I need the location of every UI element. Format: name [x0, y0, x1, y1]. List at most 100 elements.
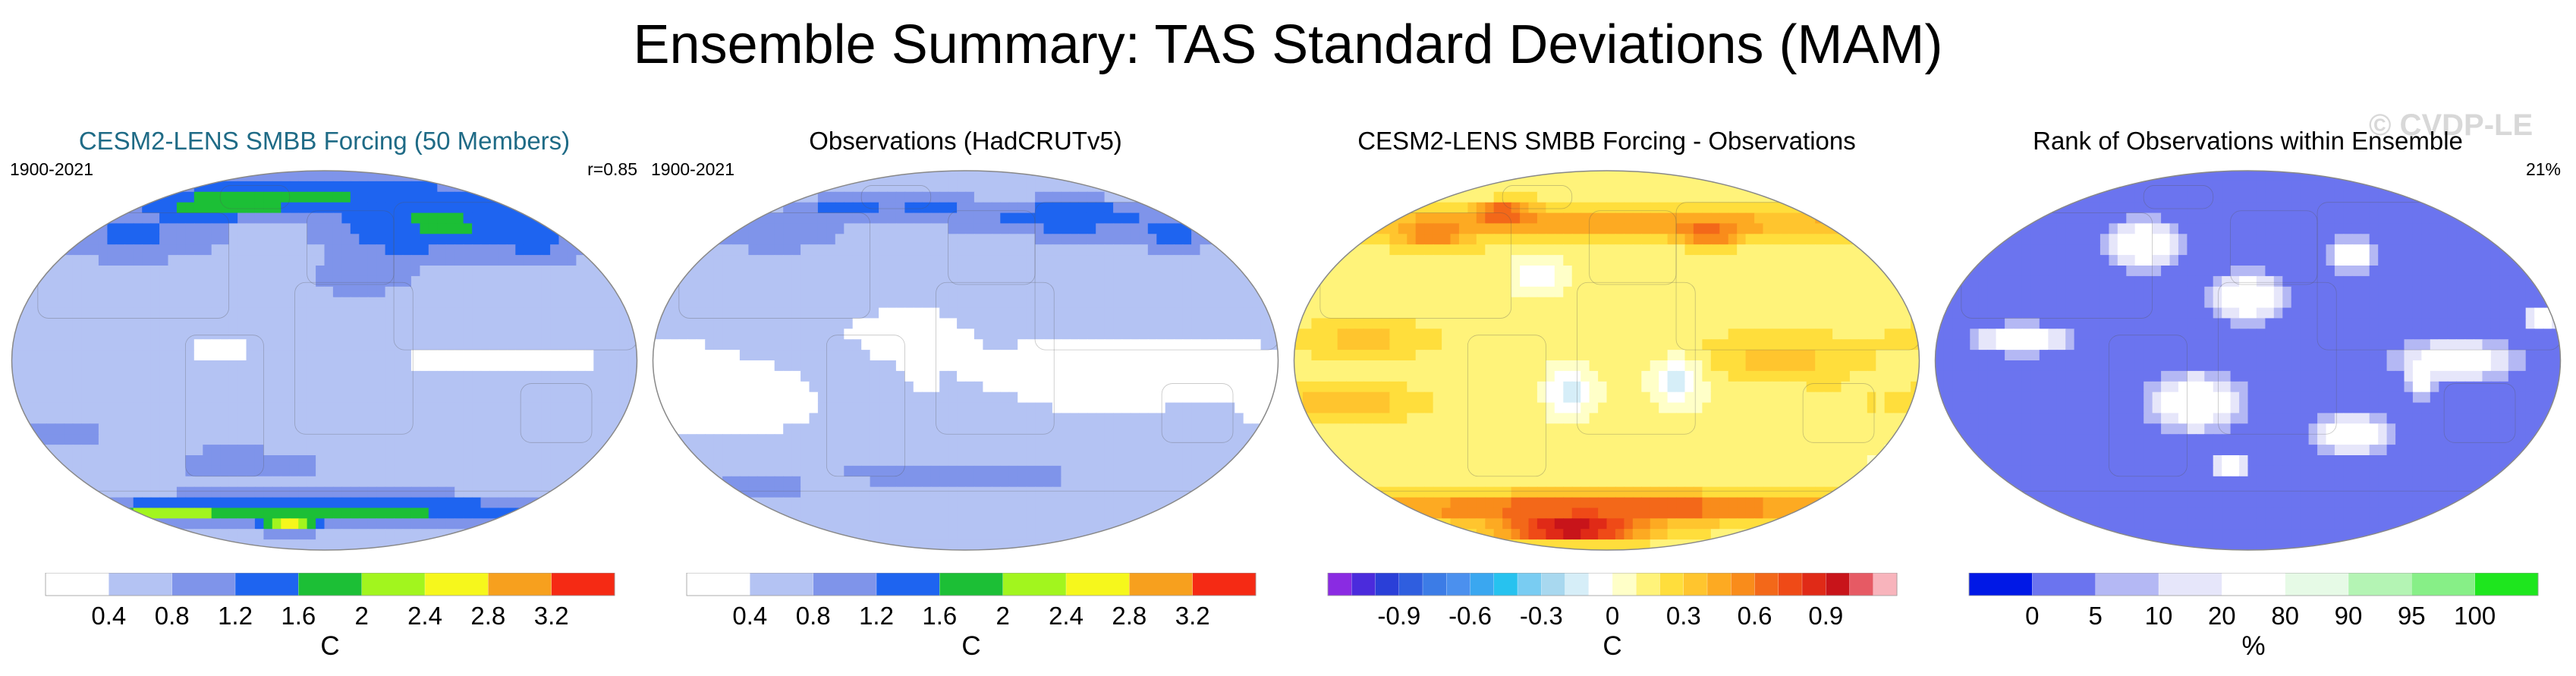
map-cell — [124, 423, 134, 435]
map-cell — [350, 297, 360, 309]
map-cell — [437, 434, 447, 445]
map-cell — [445, 486, 455, 498]
map-cell — [211, 318, 221, 330]
map-cell — [1104, 329, 1114, 340]
map-cell — [939, 402, 949, 414]
map-cell — [766, 476, 775, 488]
map-cell — [783, 413, 793, 425]
map-cell — [298, 171, 308, 182]
map-cell — [324, 212, 334, 225]
map-cell — [394, 234, 404, 245]
map-cell — [1087, 212, 1096, 225]
map-cell — [1043, 329, 1053, 340]
map-cell — [913, 297, 923, 309]
map-cell — [168, 329, 178, 340]
map-cell — [1008, 318, 1018, 330]
map-cell — [593, 455, 603, 467]
map-cell — [1026, 465, 1036, 477]
map-cell — [246, 307, 256, 319]
map-cell — [46, 486, 56, 498]
map-cell — [289, 486, 299, 498]
map-cell — [731, 329, 741, 340]
map-cell — [133, 445, 143, 456]
map-cell — [454, 212, 464, 225]
map-cell — [913, 307, 923, 319]
map-cell — [463, 391, 473, 404]
map-cell — [756, 486, 766, 498]
map-cell — [713, 465, 723, 477]
map-cell — [826, 455, 836, 467]
map-cell — [930, 212, 940, 225]
map-cell — [515, 244, 525, 256]
map-cell — [298, 244, 308, 256]
map-cell — [90, 318, 99, 330]
map-cell — [904, 413, 914, 425]
map-cell — [1147, 318, 1157, 330]
map-cell — [324, 286, 334, 298]
map-cell — [1130, 360, 1140, 372]
map-cell — [1121, 212, 1131, 225]
map-cell — [870, 508, 879, 520]
map-cell — [11, 486, 21, 498]
map-cell — [289, 508, 299, 520]
map-cell — [670, 508, 680, 520]
map-cell — [1147, 402, 1157, 414]
map-cell — [524, 465, 533, 477]
map-cell — [524, 360, 533, 372]
map-cell — [289, 434, 299, 445]
map-cell — [809, 255, 819, 266]
map-cell — [298, 518, 308, 530]
map-cell — [506, 339, 516, 351]
map-cell — [1217, 191, 1227, 203]
map-cell — [341, 297, 351, 309]
map-cell — [1191, 181, 1201, 193]
map-cell — [1182, 202, 1192, 214]
map-cell — [895, 370, 906, 382]
map-cell — [922, 191, 932, 203]
map-cell — [72, 455, 82, 467]
map-cell — [385, 402, 395, 414]
map-cell — [359, 434, 369, 445]
map-cell — [1235, 255, 1244, 266]
map-cell — [289, 423, 299, 435]
map-cell — [957, 423, 967, 435]
map-cell — [817, 212, 828, 225]
map-cell — [176, 307, 187, 319]
map-cell — [1096, 465, 1106, 477]
map-cell — [445, 297, 455, 309]
map-cell — [1000, 423, 1010, 435]
map-cell — [124, 286, 134, 298]
map-cell — [367, 234, 377, 245]
map-cell — [1225, 339, 1235, 351]
map-cell — [922, 255, 932, 266]
map-cell — [402, 244, 412, 256]
map-cell — [791, 434, 801, 445]
map-cell — [887, 255, 897, 266]
map-cell — [359, 529, 369, 540]
map-cell — [678, 476, 688, 488]
map-cell — [341, 423, 351, 435]
map-cell — [437, 212, 447, 225]
map-cell — [628, 423, 637, 435]
map-cell — [454, 539, 464, 550]
map-cell — [756, 360, 766, 372]
map-cell — [1139, 391, 1149, 404]
map-cell — [748, 339, 758, 351]
map-cell — [220, 529, 230, 540]
map-cell — [696, 465, 706, 477]
map-cell — [661, 171, 672, 182]
map-cell — [602, 413, 612, 425]
map-cell — [454, 381, 464, 393]
map-cell — [965, 381, 975, 393]
map-cell — [558, 391, 568, 404]
map-cell — [774, 171, 784, 182]
map-cell — [228, 234, 238, 245]
map-cell — [1008, 370, 1018, 382]
map-cell — [1182, 445, 1192, 456]
map-cell — [1035, 360, 1045, 372]
map-cell — [64, 360, 74, 372]
map-cell — [1225, 234, 1235, 245]
map-cell — [895, 445, 906, 456]
map-cell — [150, 508, 160, 520]
map-cell — [653, 434, 662, 445]
